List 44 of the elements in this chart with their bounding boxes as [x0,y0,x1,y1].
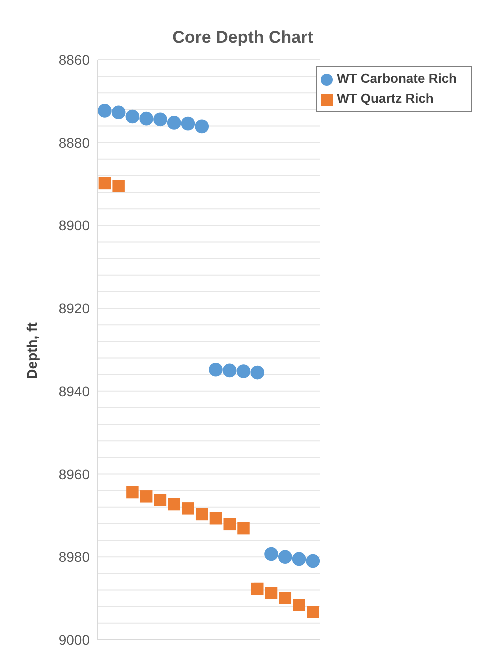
y-tick-label: 9000 [58,632,90,648]
point [292,552,306,566]
y-tick-label: 8900 [58,218,90,234]
y-tick-label: 8920 [58,300,90,317]
point [238,522,250,535]
point [154,112,168,127]
point [112,106,126,120]
point [167,116,182,130]
point [181,116,196,131]
point [279,592,292,604]
point [252,582,264,596]
point [112,180,125,192]
legend-label: WT Quartz Rich [337,91,434,106]
point [278,550,292,564]
legend-label: WT Carbonate Rich [337,71,457,86]
point [98,177,112,190]
y-axis-title: Depth, ft [24,322,40,380]
point [293,599,306,612]
point [224,518,236,531]
point [209,362,223,377]
point [265,587,278,600]
point [222,364,237,378]
point [195,120,210,134]
point [154,494,167,507]
point [210,512,222,525]
y-tick-label: 8980 [58,549,90,566]
point [236,364,251,378]
point [140,112,154,126]
point [306,554,320,568]
point [168,498,180,511]
y-tick-label: 8960 [58,466,90,482]
point [196,508,208,521]
point [264,547,278,562]
point [126,486,139,499]
chart-title: Core Depth Chart [172,28,314,48]
point [307,606,320,618]
y-tick-label: 8880 [58,134,90,151]
y-tick-label: 8940 [58,383,90,400]
point [182,502,194,515]
point [140,490,153,503]
point [250,366,265,380]
point [126,110,140,124]
y-tick-label: 8860 [58,52,90,68]
point [98,104,112,118]
